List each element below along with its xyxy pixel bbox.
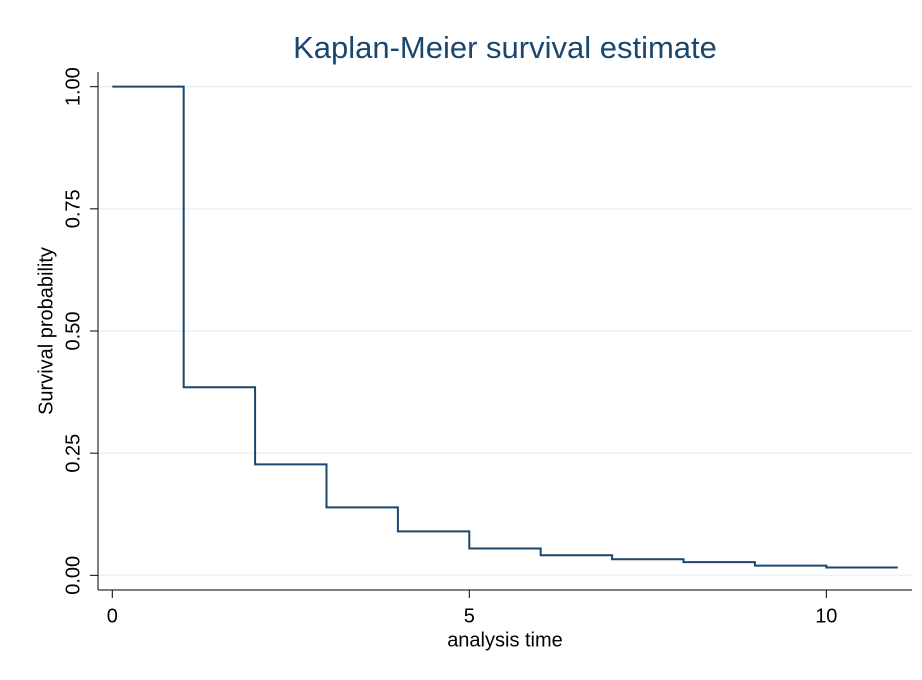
y-tick-label: 1.00 [62, 67, 84, 106]
y-tick-label: 0.50 [62, 312, 84, 351]
x-tick-label: 0 [107, 605, 118, 627]
y-tick-label: 0.25 [62, 434, 84, 473]
survival-line [112, 85, 898, 569]
y-tick-label: 0.75 [62, 189, 84, 228]
chart-title: Kaplan-Meier survival estimate [293, 30, 717, 65]
x-tick-label: 5 [464, 605, 475, 627]
x-axis-label: analysis time [447, 629, 563, 651]
x-tick-label: 10 [815, 605, 837, 627]
y-axis-label: Survival probability [35, 247, 57, 415]
y-tick-label: 0.00 [62, 556, 84, 595]
